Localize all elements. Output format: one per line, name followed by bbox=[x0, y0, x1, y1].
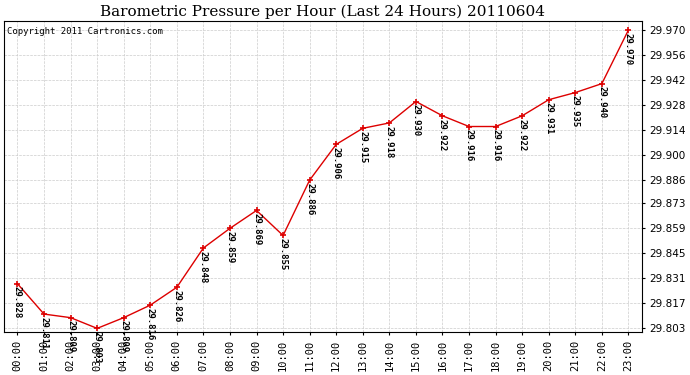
Text: 29.816: 29.816 bbox=[146, 308, 155, 340]
Text: 29.906: 29.906 bbox=[332, 147, 341, 179]
Text: 29.886: 29.886 bbox=[305, 183, 314, 215]
Text: 29.828: 29.828 bbox=[13, 286, 22, 319]
Text: 29.935: 29.935 bbox=[571, 95, 580, 128]
Text: 29.930: 29.930 bbox=[411, 104, 420, 136]
Text: 29.809: 29.809 bbox=[66, 320, 75, 352]
Text: 29.848: 29.848 bbox=[199, 251, 208, 283]
Text: 29.940: 29.940 bbox=[598, 86, 607, 118]
Text: 29.970: 29.970 bbox=[624, 33, 633, 65]
Text: 29.931: 29.931 bbox=[544, 102, 553, 135]
Text: 29.918: 29.918 bbox=[385, 126, 394, 158]
Text: 29.855: 29.855 bbox=[279, 238, 288, 270]
Text: Copyright 2011 Cartronics.com: Copyright 2011 Cartronics.com bbox=[8, 27, 164, 36]
Text: 29.859: 29.859 bbox=[226, 231, 235, 263]
Text: 29.809: 29.809 bbox=[119, 320, 128, 352]
Text: 29.916: 29.916 bbox=[491, 129, 500, 162]
Text: 29.922: 29.922 bbox=[438, 118, 447, 151]
Text: 29.915: 29.915 bbox=[358, 131, 367, 164]
Text: 29.869: 29.869 bbox=[252, 213, 261, 246]
Text: 29.803: 29.803 bbox=[92, 331, 101, 363]
Text: 29.826: 29.826 bbox=[172, 290, 181, 322]
Title: Barometric Pressure per Hour (Last 24 Hours) 20110604: Barometric Pressure per Hour (Last 24 Ho… bbox=[101, 4, 545, 18]
Text: 29.922: 29.922 bbox=[518, 118, 526, 151]
Text: 29.916: 29.916 bbox=[464, 129, 473, 162]
Text: 29.811: 29.811 bbox=[39, 317, 48, 349]
